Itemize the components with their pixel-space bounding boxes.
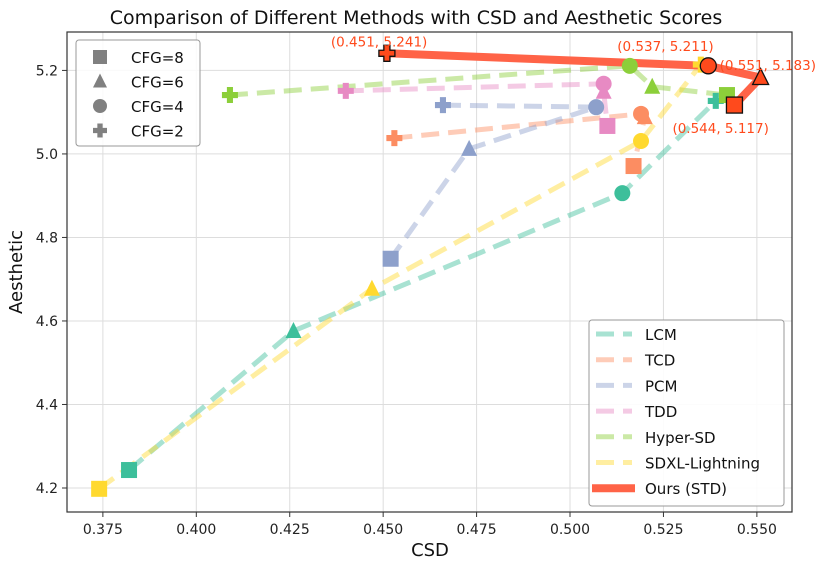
legend-marker-square [93, 50, 107, 64]
series-line-tdd [345, 81, 610, 127]
data-point-triangle [363, 279, 380, 296]
data-point-triangle [461, 139, 478, 156]
legend-label: PCM [645, 377, 677, 395]
axis-ticks: 0.375 0.400 0.425 0.450 0.475 0.500 0.525 0.550… [36, 63, 777, 538]
x-tick-label: 0.375 [83, 522, 123, 538]
series-line-lcm [127, 99, 718, 472]
point-annotation: (0.551, 5.183) [720, 58, 816, 74]
data-point-triangle [644, 77, 661, 94]
point-annotation: (0.537, 5.211) [617, 39, 713, 55]
data-point-circle [588, 99, 605, 116]
cfg-legend: CFG=8 CFG=6 CFG=4 CFG=2 [75, 39, 201, 147]
data-point-plus [386, 130, 403, 147]
data-point-circle [699, 57, 717, 75]
legend-box [75, 39, 201, 147]
legend-label: SDXL-Lightning [645, 455, 760, 473]
legend-label: CFG=4 [131, 98, 184, 116]
legend-box [588, 319, 785, 507]
legend-marker-plus [93, 123, 107, 138]
x-tick-label: 0.550 [737, 522, 777, 538]
series-legend: LCM TCD PCM TDD Hyper-SD SDXL-Lightning Ours (… [588, 319, 785, 507]
data-point-plus [378, 44, 396, 62]
data-point-square [625, 158, 642, 175]
legend-label: CFG=6 [131, 74, 184, 92]
legend-label: LCM [645, 326, 677, 344]
data-point-square [599, 117, 616, 134]
x-tick-label: 0.450 [363, 522, 403, 538]
x-tick-label: 0.500 [550, 522, 590, 538]
point-annotation: (0.451, 5.241) [331, 34, 427, 50]
series-line-hyper-sd [229, 63, 728, 98]
legend-label: CFG=2 [131, 123, 184, 141]
legend-label: Hyper-SD [645, 429, 716, 447]
y-tick-label: 5.0 [36, 147, 58, 163]
data-point-square [725, 96, 744, 114]
x-tick-label: 0.475 [457, 522, 497, 538]
data-point-square [91, 480, 108, 497]
x-tick-label: 0.400 [176, 522, 216, 538]
x-tick-label: 0.525 [643, 522, 683, 538]
series-line-pcm [388, 102, 599, 261]
y-tick-label: 4.6 [36, 314, 58, 330]
data-point-triangle [595, 82, 612, 99]
data-point-circle [614, 185, 631, 202]
plot-frame [66, 31, 793, 513]
annotations: (0.451, 5.241) (0.537, 5.211) (0.551, 5.18… [331, 34, 816, 137]
y-tick-label: 4.8 [36, 230, 58, 246]
grid [67, 32, 792, 512]
data-point-plus [221, 87, 238, 104]
series-line-sdxl-lightning [97, 63, 703, 491]
data-point-plus [707, 92, 724, 109]
data-points [91, 44, 770, 497]
data-point-circle [621, 57, 638, 74]
data-point-triangle [285, 321, 302, 338]
legend-label: CFG=8 [131, 49, 184, 67]
x-tick-label: 0.425 [270, 522, 310, 538]
data-point-triangle [636, 108, 653, 125]
data-point-triangle [751, 67, 770, 86]
chart-title: Comparison of Different Methods with CSD… [110, 7, 723, 29]
series-line-ours-std- [386, 49, 765, 108]
data-point-square [382, 250, 399, 267]
y-axis-label: Aesthetic [6, 230, 27, 314]
series-lines [97, 49, 765, 491]
data-point-plus [434, 97, 451, 114]
y-tick-label: 5.2 [36, 63, 58, 79]
data-point-plus [337, 82, 354, 99]
legend-label: TCD [644, 352, 675, 370]
legend-marker-circle [93, 99, 107, 113]
legend-label: Ours (STD) [645, 480, 727, 498]
y-tick-label: 4.4 [36, 397, 58, 413]
legend-marker-triangle [93, 73, 107, 88]
legend-label: TDD [644, 403, 677, 421]
point-annotation: (0.544, 5.117) [672, 121, 768, 137]
y-tick-label: 4.2 [36, 481, 58, 497]
x-axis-label: CSD [411, 540, 449, 561]
data-point-circle [633, 132, 650, 149]
data-point-square [121, 462, 138, 479]
